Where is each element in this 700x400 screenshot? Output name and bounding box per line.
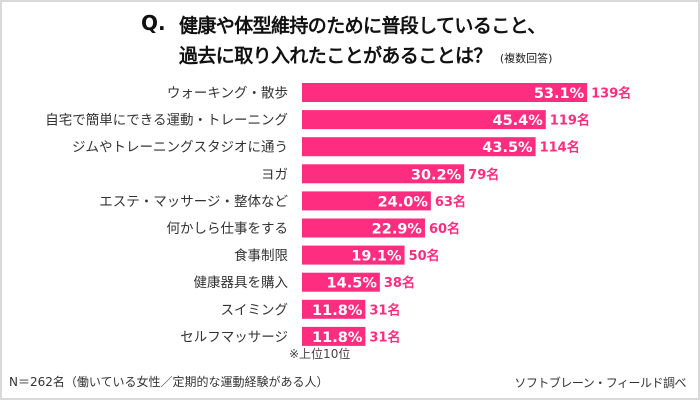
rank-note: ※上位10位 <box>289 347 351 361</box>
chart-title-line1: 健康や体型維持のために普段していること、 <box>179 15 546 37</box>
category-label: セルフマッサージ <box>180 329 288 345</box>
count-label: 31名 <box>369 329 400 345</box>
percent-label: 22.9% <box>372 222 423 238</box>
category-label: スイミング <box>221 302 289 318</box>
bar <box>302 191 431 211</box>
percent-label: 14.5% <box>327 276 378 292</box>
bar <box>302 326 366 346</box>
category-label: ウォーキング・散歩 <box>167 86 288 102</box>
category-label: 何かしら仕事をする <box>167 221 289 237</box>
count-label: 114名 <box>540 140 580 156</box>
percent-label: 24.0% <box>378 194 429 210</box>
percent-label: 11.8% <box>312 330 363 346</box>
bar <box>302 272 380 292</box>
category-label: エステ・マッサージ・整体など <box>99 194 288 210</box>
percent-label: 45.4% <box>492 113 543 129</box>
percent-label: 43.5% <box>482 140 533 156</box>
bar <box>302 218 425 238</box>
bar <box>302 83 588 102</box>
bar <box>302 137 536 157</box>
category-label: 自宅で簡単にできる運動・トレーニング <box>45 113 288 129</box>
sample-size-note: N＝262名（働いている女性／定期的な運動経験がある人） <box>9 375 329 389</box>
bar <box>302 299 366 319</box>
bar <box>302 110 546 130</box>
count-label: 60名 <box>429 221 460 237</box>
chart-title-line2: 過去に取り入れたことがあることは？ (複数回答) <box>179 41 552 68</box>
percent-label: 11.8% <box>312 303 363 319</box>
percent-label: 19.1% <box>351 249 402 265</box>
count-label: 119名 <box>550 113 590 129</box>
title-prefix: Q. <box>141 11 166 35</box>
bar <box>302 245 405 265</box>
count-label: 31名 <box>369 302 400 318</box>
bar <box>302 164 465 184</box>
count-label: 139名 <box>591 86 631 102</box>
percent-label: 53.1% <box>534 86 585 102</box>
percent-label: 30.2% <box>411 167 462 183</box>
multiple-answer-note: (複数回答) <box>499 52 553 65</box>
count-label: 79名 <box>468 167 499 183</box>
count-label: 63名 <box>435 194 466 210</box>
category-label: 健康器具を購入 <box>194 274 289 291</box>
category-label: ジムやトレーニングスタジオに通う <box>72 140 288 156</box>
category-label: ヨガ <box>261 167 288 183</box>
count-label: 38名 <box>384 275 415 291</box>
category-label: 食事制限 <box>234 247 288 264</box>
source-note: ソフトブレーン・フィールド調べ <box>514 376 686 390</box>
chart-title-line2-text: 過去に取り入れたことがあることは？ <box>179 45 492 67</box>
count-label: 50名 <box>409 248 440 264</box>
